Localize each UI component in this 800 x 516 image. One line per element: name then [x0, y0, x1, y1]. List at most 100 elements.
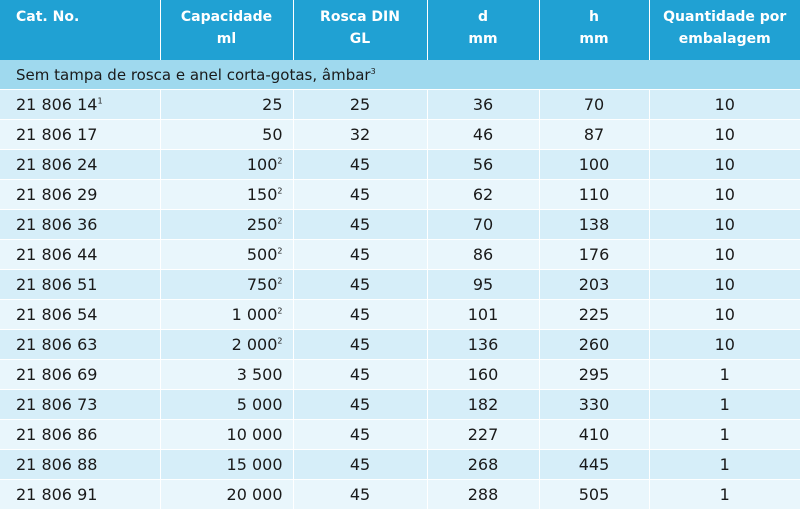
cell-capacity-value: 150 [246, 185, 278, 204]
cell-diameter-value: 101 [467, 305, 499, 324]
cell-cat-no: 21 806 63 [0, 329, 161, 360]
footnote-mark: 1 [97, 96, 103, 106]
header-quantity-unit: embalagem [678, 31, 771, 47]
cell-cat-no: 21 806 24 [0, 149, 161, 180]
table-row: 21 806 141 25 25 36 70 10 [0, 89, 800, 120]
cell-thread-value: 32 [349, 125, 371, 144]
cell-cat-no: 21 806 17 [0, 119, 161, 150]
header-cat-no-label: Cat. No. [16, 9, 80, 25]
cell-capacity-value: 100 [246, 155, 278, 174]
cell-height: 100 [539, 149, 650, 180]
cell-quantity: 10 [649, 149, 800, 180]
cell-capacity: 2502 [160, 209, 294, 240]
cell-capacity: 25 [160, 89, 294, 120]
cell-diameter-value: 56 [472, 155, 494, 174]
cell-height-value: 203 [578, 275, 610, 294]
table-row: 21 806 86 10 000 45 227 410 1 [0, 419, 800, 450]
cell-cat-no: 21 806 69 [0, 359, 161, 390]
cell-diameter-value: 288 [467, 485, 499, 504]
cell-quantity-value: 10 [714, 305, 735, 324]
cell-capacity: 2 0002 [160, 329, 294, 360]
cell-capacity: 15 000 [160, 449, 294, 480]
header-diameter-unit: mm [468, 31, 498, 47]
table-body: Sem tampa de rosca e anel corta-gotas, â… [0, 60, 800, 510]
cell-capacity-value: 1 000 [231, 305, 278, 324]
cell-quantity-value: 10 [714, 155, 735, 174]
cell-cat-no-value: 21 806 86 [16, 425, 98, 444]
cell-capacity-value: 750 [246, 275, 278, 294]
cell-capacity-value: 2 000 [231, 335, 278, 354]
cell-thread: 45 [293, 299, 428, 330]
cell-thread-value: 45 [349, 275, 371, 294]
footnote-mark: 2 [277, 276, 283, 286]
cell-cat-no-value: 21 806 63 [16, 335, 98, 354]
cell-diameter-value: 62 [472, 185, 494, 204]
cell-capacity-value: 5 000 [236, 395, 283, 414]
cell-capacity-value: 25 [262, 95, 283, 114]
header-cat-no: Cat. No. [0, 0, 161, 60]
cell-height-value: 295 [578, 365, 610, 384]
cell-cat-no-value: 21 806 24 [16, 155, 98, 174]
cell-capacity: 5 000 [160, 389, 294, 420]
cell-quantity: 10 [649, 119, 800, 150]
header-height-unit: mm [579, 31, 609, 47]
table-row: 21 806 51 7502 45 95 203 10 [0, 269, 800, 300]
cell-quantity: 10 [649, 239, 800, 270]
cell-height-value: 410 [578, 425, 610, 444]
cell-diameter: 62 [427, 179, 540, 210]
cell-capacity: 1502 [160, 179, 294, 210]
cell-quantity: 1 [649, 389, 800, 420]
cell-diameter: 227 [427, 419, 540, 450]
cell-diameter-value: 136 [467, 335, 499, 354]
header-capacity: Capacidade ml [160, 0, 294, 60]
table-row: 21 806 88 15 000 45 268 445 1 [0, 449, 800, 480]
cell-cat-no-value: 21 806 36 [16, 215, 98, 234]
cell-cat-no-value: 21 806 73 [16, 395, 98, 414]
cell-diameter-value: 36 [472, 95, 494, 114]
cell-capacity-value: 500 [246, 245, 278, 264]
cell-cat-no-value: 21 806 91 [16, 485, 98, 504]
cell-cat-no: 21 806 51 [0, 269, 161, 300]
cell-diameter-value: 86 [472, 245, 494, 264]
header-quantity-label: Quantidade por [663, 9, 787, 25]
cell-height: 70 [539, 89, 650, 120]
header-height-label: h [589, 9, 599, 25]
cell-diameter-value: 182 [467, 395, 499, 414]
cell-quantity: 1 [649, 359, 800, 390]
cell-height-value: 70 [583, 95, 605, 114]
cell-thread: 45 [293, 449, 428, 480]
cell-thread-value: 45 [349, 395, 371, 414]
cell-height: 87 [539, 119, 650, 150]
cell-quantity-value: 10 [714, 185, 735, 204]
cell-cat-no: 21 806 29 [0, 179, 161, 210]
footnote-mark: 2 [277, 156, 283, 166]
footnote-mark: 2 [277, 336, 283, 346]
cell-cat-no: 21 806 73 [0, 389, 161, 420]
header-height: h mm [539, 0, 650, 60]
footnote-mark: 2 [277, 246, 283, 256]
cell-diameter-value: 160 [467, 365, 499, 384]
header-diameter: d mm [427, 0, 540, 60]
cell-thread-value: 45 [349, 425, 371, 444]
cell-cat-no-value: 21 806 69 [16, 365, 98, 384]
footnote-mark: 2 [277, 306, 283, 316]
group-label-text: Sem tampa de rosca e anel corta-gotas, â… [16, 65, 371, 84]
cell-cat-no-value: 21 806 29 [16, 185, 98, 204]
cell-quantity: 10 [649, 209, 800, 240]
cell-diameter-value: 70 [472, 215, 494, 234]
cell-diameter: 46 [427, 119, 540, 150]
cell-quantity: 10 [649, 329, 800, 360]
cell-quantity: 1 [649, 449, 800, 480]
cell-diameter: 86 [427, 239, 540, 270]
cell-height: 445 [539, 449, 650, 480]
cell-thread: 45 [293, 239, 428, 270]
footnote-mark: 2 [277, 186, 283, 196]
group-row: Sem tampa de rosca e anel corta-gotas, â… [0, 60, 800, 90]
cell-thread: 25 [293, 89, 428, 120]
cell-quantity: 1 [649, 479, 800, 510]
cell-height: 330 [539, 389, 650, 420]
cell-capacity-value: 250 [246, 215, 278, 234]
table-row: 21 806 36 2502 45 70 138 10 [0, 209, 800, 240]
cell-cat-no-value: 21 806 14 [16, 95, 98, 114]
cell-thread: 45 [293, 359, 428, 390]
